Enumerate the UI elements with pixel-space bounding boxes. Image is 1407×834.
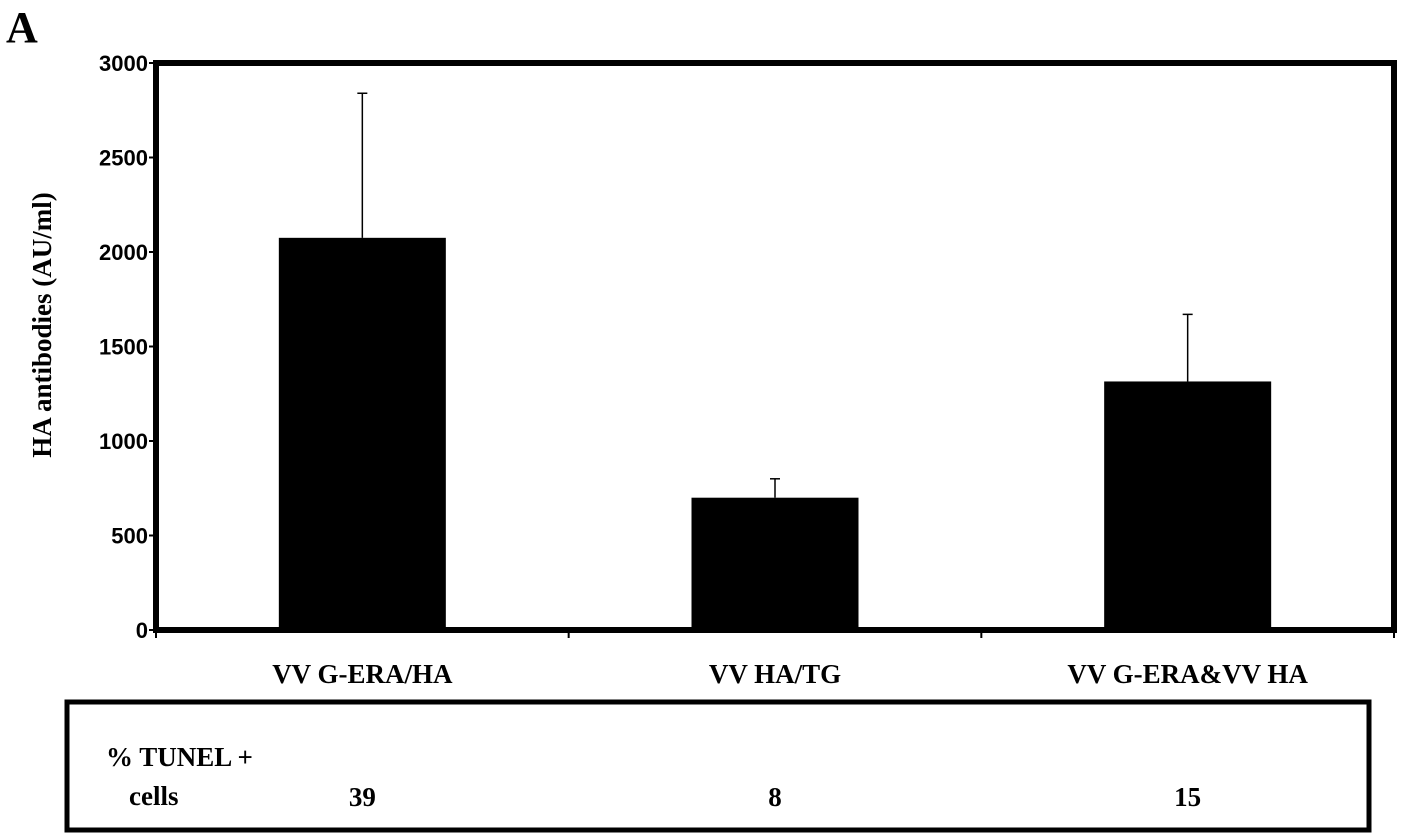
bar — [691, 497, 859, 630]
tunel-label-line1: % TUNEL + — [106, 742, 253, 772]
x-category-label: VV G-ERA&VV HA — [1067, 659, 1308, 689]
y-tick-label: 0 — [136, 618, 148, 643]
x-ticks — [155, 630, 1395, 638]
x-category-label: VV G-ERA/HA — [272, 659, 453, 689]
y-tick-label: 500 — [111, 524, 148, 549]
panel-label: A — [6, 3, 38, 52]
tunel-value: 39 — [349, 782, 376, 812]
x-labels: VV G-ERA/HA VV HA/TG VV G-ERA&VV HA — [272, 659, 1308, 689]
tunel-table-box — [64, 699, 1372, 833]
y-tick-label: 1000 — [99, 429, 148, 454]
bar — [278, 237, 446, 630]
y-tick-label: 2000 — [99, 240, 148, 265]
tunel-values: 39 8 15 — [349, 782, 1201, 812]
y-tick-label: 2500 — [99, 146, 148, 171]
tunel-value: 15 — [1174, 782, 1201, 812]
bars — [278, 237, 1272, 630]
x-category-label: VV HA/TG — [709, 659, 841, 689]
y-tick-label: 1500 — [99, 335, 148, 360]
y-axis-label: HA antibodies (AU/ml) — [27, 192, 57, 458]
bar — [1104, 381, 1272, 630]
y-axis-label-group: HA antibodies (AU/ml) — [27, 192, 57, 458]
y-tick-label: 3000 — [99, 51, 148, 76]
y-ticks: 0 500 1000 1500 2000 2500 3000 — [99, 51, 156, 643]
error-bars — [357, 92, 1193, 498]
tunel-value: 8 — [768, 782, 782, 812]
tunel-label-line2: cells — [129, 781, 178, 811]
